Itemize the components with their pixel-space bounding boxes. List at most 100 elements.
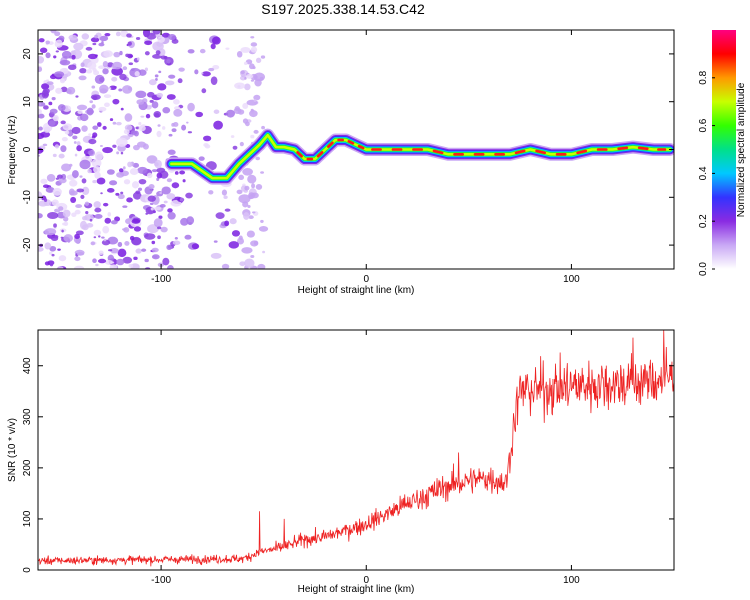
noise-blob: [76, 104, 88, 111]
noise-blob: [42, 184, 50, 189]
noise-blob: [260, 55, 266, 59]
noise-blob: [166, 178, 173, 183]
noise-blob: [238, 235, 243, 241]
noise-blob: [68, 64, 77, 71]
noise-blob: [260, 171, 265, 174]
snr-series-line: [38, 330, 674, 567]
noise-blob: [242, 118, 249, 124]
noise-blob: [81, 186, 90, 196]
noise-blob: [174, 236, 178, 240]
snr-plot-area: [38, 330, 674, 570]
noise-blob: [53, 55, 57, 59]
noise-blob: [123, 179, 131, 185]
noise-blob: [70, 196, 77, 204]
noise-blob: [104, 32, 111, 37]
noise-blob: [109, 264, 118, 269]
noise-blob: [187, 131, 193, 134]
noise-blob: [109, 247, 119, 254]
noise-blob: [100, 192, 103, 195]
noise-blob: [98, 235, 101, 238]
noise-blob: [120, 30, 129, 38]
noise-blob: [48, 251, 53, 255]
noise-blob: [140, 115, 145, 118]
figure-title: S197.2025.338.14.53.C42: [261, 1, 425, 17]
noise-blob: [212, 64, 220, 70]
noise-blob: [80, 194, 85, 200]
noise-blob: [221, 189, 228, 196]
noise-blob: [146, 172, 153, 179]
noise-blob: [128, 263, 134, 268]
noise-blob: [38, 126, 43, 131]
spectrogram-ridge: [164, 128, 674, 185]
noise-blob: [204, 144, 211, 149]
noise-blob: [45, 186, 55, 193]
noise-blob: [54, 71, 65, 78]
noise-blob: [122, 66, 128, 71]
noise-blob: [138, 187, 143, 192]
noise-blob: [116, 258, 125, 266]
noise-blob: [254, 78, 262, 87]
noise-blob: [92, 95, 98, 101]
spectrogram-x-tick-label: -100: [151, 274, 171, 285]
noise-blob: [98, 106, 107, 112]
noise-blob: [49, 263, 54, 267]
noise-blob: [75, 95, 79, 98]
noise-blob: [152, 30, 161, 35]
noise-blob: [80, 113, 89, 122]
noise-blob: [85, 69, 93, 74]
noise-blob: [171, 122, 175, 127]
noise-blob: [154, 74, 159, 78]
noise-blob: [60, 236, 64, 239]
noise-blob: [201, 88, 207, 94]
noise-blob: [117, 241, 123, 248]
noise-blob: [79, 67, 87, 74]
noise-blob: [162, 257, 170, 266]
noise-blob: [228, 241, 240, 249]
noise-blob: [171, 128, 177, 133]
noise-blob: [168, 74, 176, 79]
noise-blob: [163, 200, 168, 204]
noise-blob: [151, 254, 160, 260]
noise-blob: [126, 197, 133, 203]
noise-blob: [252, 66, 256, 70]
noise-blob: [130, 68, 135, 72]
noise-blob: [38, 56, 45, 64]
noise-blob: [158, 215, 163, 219]
noise-blob: [52, 114, 59, 122]
noise-blob: [49, 245, 57, 252]
noise-blob: [153, 206, 162, 211]
noise-blob: [109, 85, 117, 91]
noise-blob: [61, 163, 72, 172]
noise-blob: [62, 123, 73, 131]
noise-blob: [177, 78, 183, 84]
noise-blob: [44, 261, 50, 266]
noise-blob: [151, 169, 158, 173]
noise-blob: [167, 149, 176, 155]
noise-blob: [247, 204, 251, 209]
noise-blob: [213, 240, 218, 243]
noise-blob: [247, 174, 257, 184]
noise-blob: [58, 255, 67, 262]
noise-blob: [91, 135, 96, 139]
noise-blob: [50, 235, 59, 242]
noise-blob: [51, 96, 56, 101]
noise-blob: [136, 99, 145, 105]
noise-blob: [103, 94, 112, 99]
noise-blob: [88, 138, 97, 145]
ridge-peak: [535, 149, 547, 155]
noise-blob: [244, 76, 247, 80]
noise-blob: [226, 109, 235, 118]
noise-blob: [210, 252, 222, 259]
noise-blob: [118, 168, 124, 173]
noise-blob: [102, 146, 113, 154]
noise-blob: [93, 236, 97, 239]
noise-blob: [76, 145, 82, 152]
noise-blob: [146, 155, 158, 164]
noise-blob: [167, 211, 176, 220]
noise-blob: [156, 92, 164, 98]
spectrogram-noise: [38, 30, 269, 269]
noise-blob: [242, 102, 249, 109]
noise-blob: [78, 75, 87, 81]
noise-blob: [148, 183, 155, 190]
